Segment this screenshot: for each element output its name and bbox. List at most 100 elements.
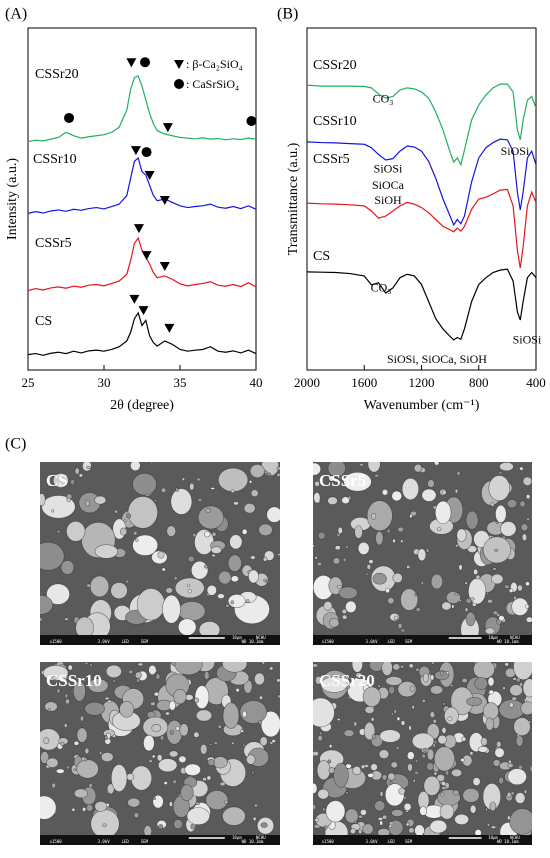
particle [323, 825, 328, 830]
particle [343, 471, 372, 492]
particle [250, 555, 256, 560]
particle [248, 569, 260, 584]
particle [382, 814, 388, 820]
circle-marker [246, 116, 257, 127]
particle [94, 801, 108, 812]
particle [451, 768, 463, 778]
particle [425, 547, 430, 553]
particle [365, 572, 369, 576]
particle [172, 779, 177, 784]
particle [64, 693, 69, 699]
particle [454, 813, 469, 825]
particle [523, 789, 528, 794]
spectrum-line [307, 83, 536, 167]
particle [178, 755, 187, 763]
particle [390, 712, 394, 716]
particle [210, 546, 222, 554]
particle [389, 780, 393, 786]
particle [313, 803, 317, 811]
particle [110, 582, 128, 600]
particle [487, 676, 495, 687]
particle [414, 770, 420, 775]
series-label: CSSr20 [313, 58, 357, 73]
particle [387, 597, 395, 605]
sem-info: x1500 [50, 639, 63, 644]
particle [490, 825, 497, 829]
particle [474, 677, 489, 690]
particle [433, 771, 438, 776]
series-label: CSSr10 [33, 152, 77, 167]
particle [496, 740, 502, 748]
particle [406, 751, 415, 760]
particle [89, 663, 93, 667]
particle [152, 797, 157, 801]
particle [235, 688, 240, 693]
particle [158, 824, 164, 830]
particle [482, 702, 499, 720]
particle [421, 753, 426, 759]
particle [112, 679, 116, 683]
particle [477, 745, 489, 753]
particle [403, 802, 412, 812]
particle [277, 694, 280, 699]
particle [168, 700, 176, 711]
particle [379, 820, 384, 826]
plot-frame [27, 27, 257, 371]
particle [422, 672, 429, 683]
particle [411, 704, 415, 710]
particle [174, 577, 205, 599]
particle [73, 740, 80, 746]
particle [343, 729, 355, 737]
sem-info: LED [387, 839, 395, 844]
particle [352, 766, 362, 776]
particle [461, 678, 468, 684]
triangle-marker [144, 171, 155, 181]
particle [189, 482, 195, 491]
particle [276, 472, 280, 477]
particle [341, 608, 348, 615]
particle [190, 823, 195, 830]
particle [277, 553, 280, 556]
particle [506, 499, 518, 509]
particle [114, 509, 118, 514]
particle [258, 523, 273, 537]
sem-info: WD 10.1mm [497, 839, 519, 844]
particle [413, 463, 423, 473]
particle [327, 759, 332, 764]
series-label: CSSr5 [35, 236, 72, 251]
particle [409, 513, 413, 519]
particle [371, 734, 377, 739]
particle [207, 758, 215, 767]
particle [206, 775, 212, 781]
particle [441, 786, 447, 791]
particle [498, 471, 503, 475]
particle [197, 505, 224, 530]
particle [261, 662, 265, 665]
particle [415, 607, 421, 612]
particle [64, 723, 68, 728]
particle [336, 532, 341, 537]
particle [76, 727, 88, 743]
particle [454, 488, 459, 494]
particle [135, 538, 139, 542]
particle [213, 741, 218, 745]
particle [354, 525, 363, 539]
particle [204, 671, 210, 680]
x-tick-label: 2000 [294, 375, 320, 390]
particle [230, 600, 235, 605]
particle [525, 581, 530, 586]
particle [88, 783, 93, 788]
particle [132, 473, 157, 496]
particle [469, 751, 474, 756]
particle [74, 467, 80, 475]
particle [412, 778, 416, 783]
particle [155, 673, 161, 680]
particle [374, 473, 380, 478]
particle [513, 595, 517, 601]
sem-label: CSSr10 [46, 671, 102, 690]
particle [196, 477, 201, 482]
particle [508, 588, 514, 593]
particle [100, 752, 114, 762]
triangle-marker [162, 123, 173, 133]
particle [392, 538, 396, 544]
